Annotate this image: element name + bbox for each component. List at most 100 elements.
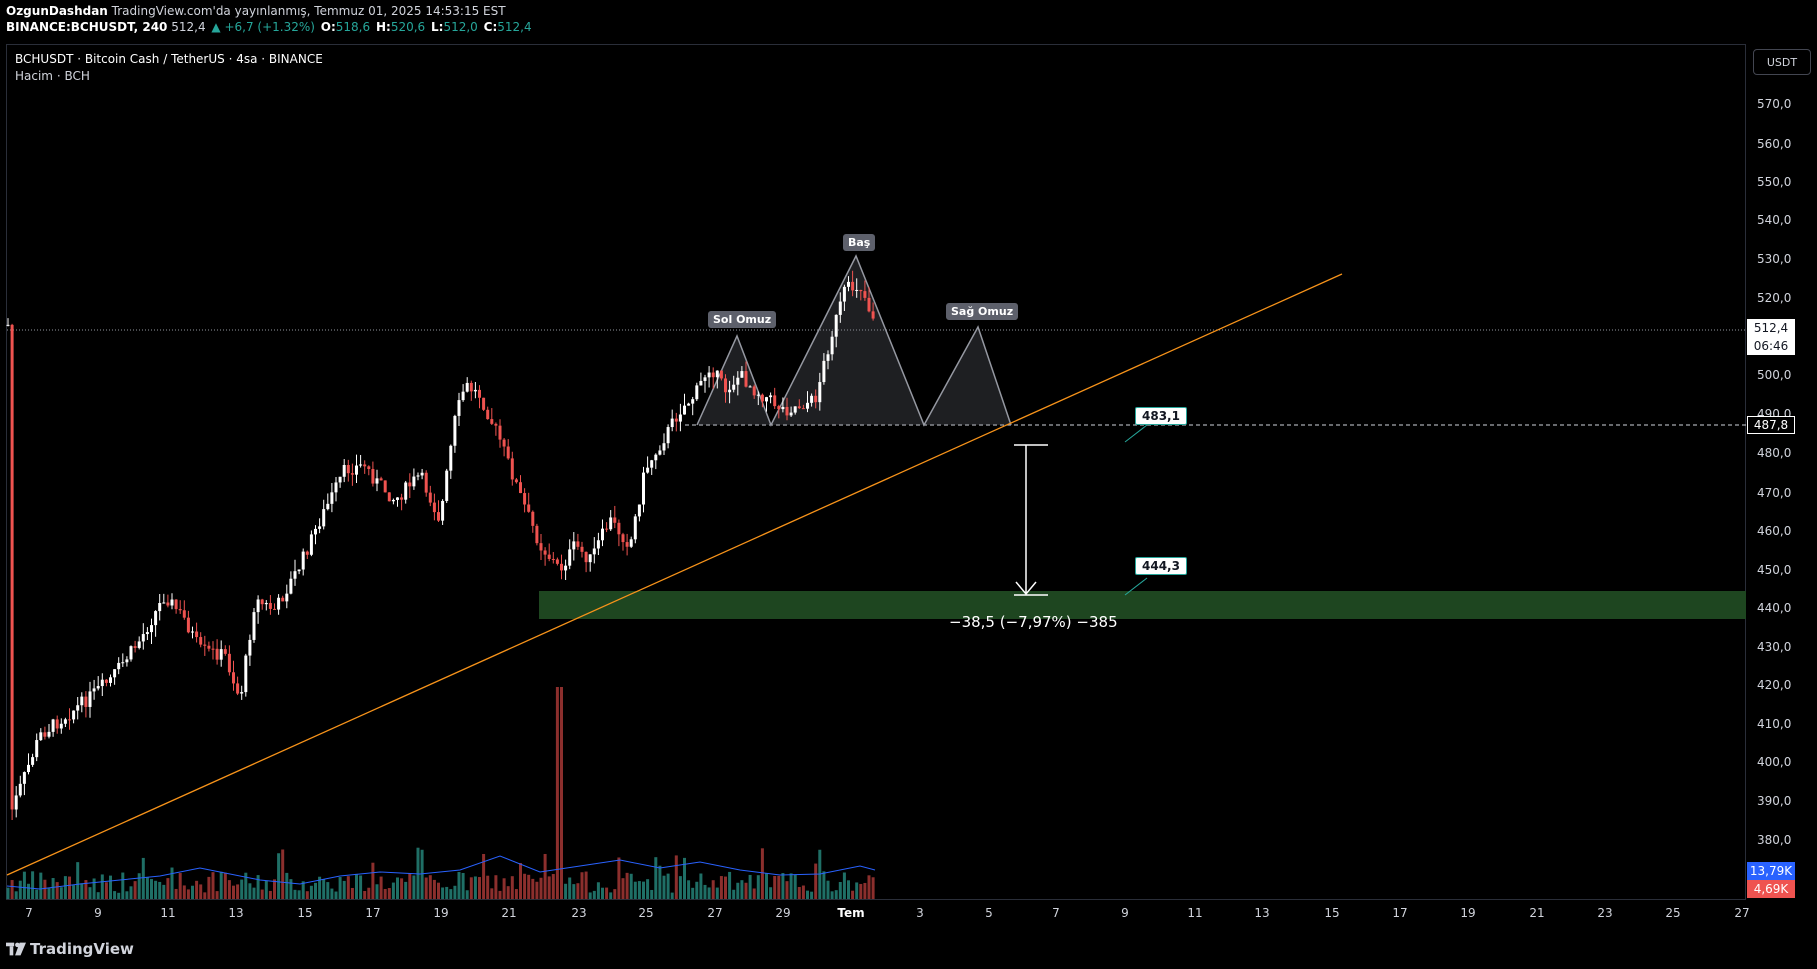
- volume-bar: [363, 890, 367, 899]
- neckline-callout[interactable]: 483,1: [1135, 407, 1187, 425]
- head-label[interactable]: Baş: [843, 234, 876, 251]
- candle-body: [580, 546, 584, 552]
- price-tick: 430,0: [1757, 640, 1792, 654]
- candle-body: [654, 454, 658, 461]
- candle-body: [129, 646, 133, 660]
- volume-bar: [490, 888, 494, 899]
- volume-bar: [773, 875, 777, 899]
- volume-bar: [842, 872, 846, 899]
- candle-body: [699, 380, 703, 386]
- volume-bar: [658, 865, 662, 899]
- candle-body: [760, 394, 764, 402]
- volume-bar: [248, 883, 252, 899]
- volume-bar: [867, 875, 871, 899]
- volume-ma-line: [6, 855, 876, 890]
- time-tick: 17: [365, 906, 381, 920]
- volume-bar: [297, 890, 301, 899]
- volume-bar: [207, 876, 211, 899]
- left-shoulder-label[interactable]: Sol Omuz: [708, 311, 777, 328]
- right-shoulder-label[interactable]: Sağ Omuz: [946, 303, 1019, 320]
- low-label: L:: [431, 20, 444, 34]
- currency-button[interactable]: USDT: [1753, 49, 1811, 75]
- volume-bar: [719, 876, 723, 899]
- candle-body: [842, 286, 846, 302]
- volume-bar: [432, 879, 436, 899]
- time-tick: 21: [1529, 906, 1545, 920]
- candle-body: [539, 543, 543, 551]
- candle-body: [170, 599, 174, 606]
- candle-body: [256, 599, 260, 613]
- candle-body: [137, 641, 141, 648]
- target-callout[interactable]: 444,3: [1135, 557, 1187, 575]
- volume-legend[interactable]: Hacim · BCH: [15, 69, 90, 83]
- volume-bar: [129, 886, 133, 899]
- chart-frame[interactable]: [6, 44, 1746, 900]
- candle-body: [18, 783, 22, 796]
- candle-body: [851, 281, 855, 291]
- price-tick: 410,0: [1757, 717, 1792, 731]
- candle-body: [150, 625, 153, 633]
- high-value: 520,6: [390, 20, 426, 34]
- candle-body: [736, 377, 740, 385]
- candle-body: [326, 503, 330, 510]
- volume-bar: [523, 873, 527, 899]
- price-scale[interactable]: [1746, 44, 1817, 900]
- volume-bar: [195, 880, 199, 899]
- price-tick: 540,0: [1757, 213, 1792, 227]
- candle-body: [469, 382, 473, 392]
- candle-body: [703, 377, 707, 381]
- candle-body: [215, 648, 219, 660]
- candle-body: [207, 645, 211, 649]
- candle-body: [531, 511, 535, 526]
- candle-body: [420, 472, 424, 476]
- candle-body: [838, 301, 842, 315]
- volume-bar: [863, 882, 867, 899]
- candle-body: [625, 542, 629, 547]
- candle-body: [564, 565, 568, 571]
- candle-body: [555, 559, 559, 564]
- volume-bar: [27, 883, 30, 899]
- volume-bar: [596, 882, 600, 899]
- time-tick: 29: [775, 906, 791, 920]
- countdown-tag: 06:46: [1747, 337, 1795, 355]
- time-tick: 11: [160, 906, 176, 920]
- candle-body: [43, 732, 47, 737]
- volume-bar: [543, 853, 547, 899]
- candle-body: [6, 324, 10, 326]
- candle-body: [379, 478, 383, 481]
- candle-body: [203, 644, 207, 646]
- high-label: H:: [375, 20, 391, 34]
- volume-bar: [170, 867, 174, 899]
- candle-body: [96, 686, 100, 689]
- volume-bar: [326, 882, 330, 899]
- candle-body: [719, 370, 723, 379]
- candle-body: [154, 611, 158, 626]
- volume-bar: [182, 885, 186, 899]
- publish-date: TradingView.com'da yayınlanmış, Temmuz 0…: [111, 4, 506, 18]
- candle-body: [281, 597, 285, 602]
- candle-body: [437, 512, 440, 521]
- volume-bar: [715, 887, 719, 899]
- candle-body: [141, 634, 145, 642]
- volume-bar: [637, 881, 641, 899]
- candle-body: [334, 482, 338, 493]
- candle-body: [338, 476, 342, 483]
- candle-body: [55, 719, 59, 729]
- time-tick: 27: [707, 906, 723, 920]
- volume-bar: [125, 891, 129, 899]
- time-tick: 3: [916, 906, 924, 920]
- author-name[interactable]: OzgunDashdan: [6, 4, 108, 18]
- candle-body: [178, 609, 182, 611]
- tradingview-logo[interactable]: TradingView: [6, 940, 134, 958]
- candle-body: [621, 534, 625, 543]
- candle-body: [182, 610, 186, 618]
- volume-bar: [236, 884, 240, 899]
- volume-bar: [18, 880, 22, 899]
- volume-bar: [871, 877, 875, 899]
- time-tick: 9: [94, 906, 102, 920]
- chart-legend-title[interactable]: BCHUSDT · Bitcoin Cash / TetherUS · 4sa …: [15, 52, 323, 66]
- volume-bar: [732, 889, 736, 899]
- volume-bar: [387, 888, 391, 899]
- volume-bar: [555, 687, 559, 899]
